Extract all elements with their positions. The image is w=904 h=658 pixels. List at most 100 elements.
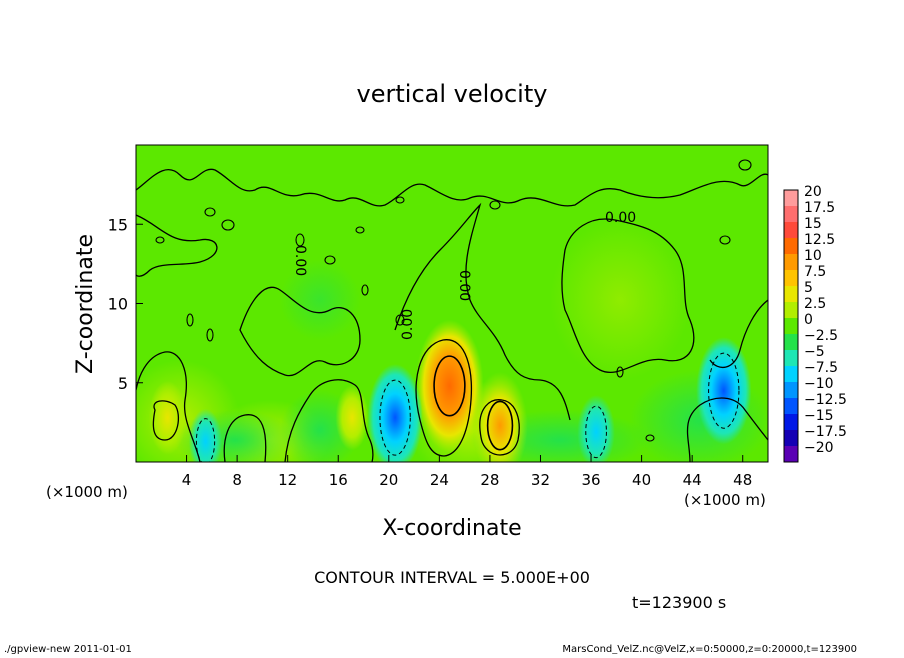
downdraft-blob [367, 364, 423, 462]
downdraft-contour [585, 405, 607, 459]
downdraft-contour [379, 379, 411, 456]
footer-left: ./gpview-new 2011-01-01 [4, 644, 132, 654]
time-label: t=123900 s [632, 593, 726, 612]
x-tick-label: 40 [632, 471, 651, 489]
colorbar-frame [783, 189, 799, 463]
zero-contours [136, 168, 768, 462]
downdraft-contour [195, 418, 216, 462]
updraft-blob [415, 319, 484, 453]
colorbar-swatch [784, 446, 798, 463]
x-tick-label: 32 [531, 471, 550, 489]
plot-area: 0.00 0.00 0.00 0.00 [136, 145, 768, 462]
contour-interval-text: CONTOUR INTERVAL = 5.000E+00 [314, 568, 590, 587]
colorbar-label: 7.5 [804, 264, 826, 280]
colorbar-label: 5 [804, 280, 813, 296]
cell [221, 219, 235, 231]
colorbar-swatch [784, 254, 798, 271]
cell [324, 255, 336, 265]
x-unit-label-right: (×1000 m) [684, 491, 766, 509]
x-tick-label: 44 [683, 471, 702, 489]
downdraft-contour [708, 352, 740, 429]
contour-label: 0.00 [292, 245, 308, 276]
cell [395, 196, 405, 204]
updraft-blob [148, 380, 187, 455]
contour-east-lower [686, 397, 768, 462]
downdraft-blob [696, 337, 752, 445]
contour-labels: 0.00 0.00 0.00 0.00 [292, 210, 636, 340]
x-tick-label: 48 [733, 471, 752, 489]
contour-upper-left-loop [136, 214, 218, 277]
x-axis-label: X-coordinate [382, 516, 521, 541]
small-contour-cells [155, 159, 752, 442]
colorbar-label: −20 [804, 440, 834, 456]
contour-mid-left-hump [223, 414, 267, 462]
colorbar-label: 15 [804, 216, 822, 232]
colorbar-swatch [784, 414, 798, 431]
x-tick-label: 12 [278, 471, 297, 489]
y-tick-label: 5 [118, 374, 128, 393]
colorbar: 2017.51512.5107.552.50−2.5−5−7.5−10−12.5… [783, 184, 847, 463]
colorbar-swatch [784, 238, 798, 255]
updraft-contour [486, 400, 514, 451]
contour-updraft-outer-28 [479, 399, 520, 456]
cell [395, 314, 405, 326]
teal-region-upper [280, 260, 360, 340]
y-axis: 5 10 15 [108, 215, 143, 393]
x-tick-label: 36 [581, 471, 600, 489]
cell [645, 434, 655, 442]
x-tick-label: 20 [379, 471, 398, 489]
footer-right: MarsCond_VelZ.nc@VelZ,x=0:50000,z=0:2000… [562, 644, 857, 654]
cell [186, 313, 194, 327]
colorbar-swatch [784, 366, 798, 383]
cell [719, 235, 731, 245]
colorbar-label: 12.5 [804, 232, 835, 248]
x-unit-label-left: (×1000 m) [46, 483, 128, 501]
colorbar-swatch [784, 270, 798, 287]
contour-label: 0.00 [456, 270, 472, 301]
cell [616, 366, 624, 378]
colorbar-swatch [784, 430, 798, 447]
colorbar-swatch [784, 206, 798, 223]
colorbar-swatch [784, 350, 798, 367]
colorbar-swatch [784, 286, 798, 303]
colorbar-swatch [784, 302, 798, 319]
colorbar-label: −10 [804, 376, 834, 392]
cell [204, 207, 216, 217]
colorbar-swatch [784, 222, 798, 239]
colorbar-label: −12.5 [804, 392, 847, 408]
colorbar-label: −2.5 [804, 328, 838, 344]
contour-ridge-center [394, 202, 571, 421]
contour-mid-channel [284, 379, 374, 462]
colorbar-swatch [784, 334, 798, 351]
x-tick-label: 24 [430, 471, 449, 489]
colorbar-label: −17.5 [804, 424, 847, 440]
colorbar-label: −5 [804, 344, 825, 360]
cell [206, 328, 214, 342]
cell [155, 236, 165, 244]
y-tick-label: 10 [108, 295, 128, 314]
cell [295, 233, 305, 247]
updraft-contour [433, 355, 466, 417]
contour-east-cell [561, 218, 695, 373]
cell [738, 159, 752, 171]
contour-label: 0.00 [400, 309, 416, 340]
colorbar-label: 10 [804, 248, 822, 264]
chart-title: vertical velocity [357, 80, 548, 108]
cell [355, 226, 365, 234]
contour-left-column [136, 351, 201, 462]
updraft-blob [472, 371, 528, 462]
x-tick-label: 16 [329, 471, 348, 489]
contour-right-edge [709, 299, 768, 369]
velocity-anomalies [148, 319, 752, 462]
contour-top-band [136, 168, 768, 207]
y-axis-label: Z-coordinate [73, 234, 98, 374]
colorbar-label: 0 [804, 312, 813, 328]
contour-label: 0.00 [605, 210, 636, 226]
yellow-green-patch-east [550, 220, 690, 380]
x-axis: 4 8 12 16 20 24 28 32 36 40 44 48 [182, 455, 752, 489]
cell [361, 284, 369, 296]
colorbar-label: −15 [804, 408, 834, 424]
contour-updraft-outer-24 [415, 339, 472, 457]
colorbar-label: 17.5 [804, 200, 835, 216]
downdraft-blob [577, 395, 615, 462]
